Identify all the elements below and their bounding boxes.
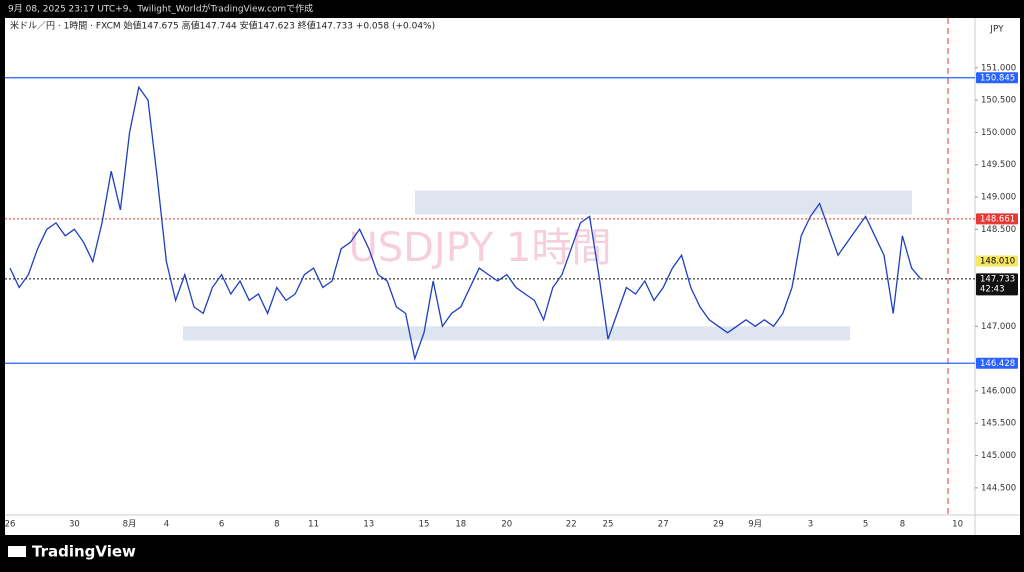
x-tick-label: 27 [658, 520, 669, 530]
x-tick-label: 5 [863, 520, 868, 530]
x-tick-label: 29 [713, 520, 724, 530]
price-label-box [976, 255, 1018, 267]
x-tick-label: 9月 [748, 520, 762, 530]
y-tick-label: 150.500 [981, 96, 1016, 106]
x-tick-label: 25 [603, 520, 614, 530]
brand: TradingView [32, 543, 136, 561]
y-tick-label: 151.000 [981, 63, 1016, 73]
x-tick-label: 20 [501, 520, 512, 530]
watermark: USDJPY 1時間 [348, 225, 611, 271]
x-tick-label: 11 [308, 520, 319, 530]
y-tick-label: 147.000 [981, 322, 1016, 332]
y-tick-label: 149.000 [981, 193, 1016, 203]
zone [415, 190, 912, 215]
x-tick-label: 18 [455, 520, 466, 530]
currency: JPY [989, 25, 1004, 35]
x-tick-label: 15 [419, 520, 430, 530]
x-tick-label: 8 [274, 520, 279, 530]
price-label-box [976, 273, 1018, 296]
chart-pane [5, 18, 1020, 535]
x-tick-label: 8 [900, 520, 905, 530]
x-tick-label: 8月 [123, 520, 137, 530]
price-label: 147.733 [980, 274, 1015, 284]
price-label: 150.845 [980, 73, 1015, 83]
price-label: 148.010 [980, 257, 1015, 267]
logo [8, 546, 26, 557]
symbol-info: 米ドル／円 · 1時間 · FXCM 始値147.675 高値147.744 安… [10, 20, 435, 32]
countdown: 42:43 [980, 284, 1005, 294]
x-tick-label: 22 [566, 520, 577, 530]
x-tick-label: 6 [219, 520, 224, 530]
price-label: 148.661 [980, 214, 1015, 224]
y-tick-label: 145.500 [981, 419, 1016, 429]
x-tick-label: 26 [5, 520, 16, 530]
logo-icon [8, 546, 26, 557]
x-tick-label: 3 [808, 520, 813, 530]
y-tick-label: 144.500 [981, 483, 1016, 493]
x-tick-label: 13 [363, 520, 374, 530]
y-tick-label: 146.000 [981, 386, 1016, 396]
y-tick-label: 148.500 [981, 225, 1016, 235]
x-tick-label: 4 [164, 520, 169, 530]
y-tick-label: 150.000 [981, 128, 1016, 138]
caption: 9月 08, 2025 23:17 UTC+9、Twilight_WorldがT… [8, 3, 313, 15]
x-tick-label: 30 [69, 520, 80, 530]
x-tick-label: 10 [952, 520, 963, 530]
price-label: 146.428 [980, 359, 1015, 369]
y-tick-label: 149.500 [981, 160, 1016, 170]
price-line-series [9, 85, 922, 362]
price-label-box [976, 357, 1018, 369]
price-label-box [976, 213, 1018, 225]
price-label-box [976, 72, 1018, 84]
zone [183, 326, 850, 341]
y-tick-label: 145.000 [981, 451, 1016, 461]
